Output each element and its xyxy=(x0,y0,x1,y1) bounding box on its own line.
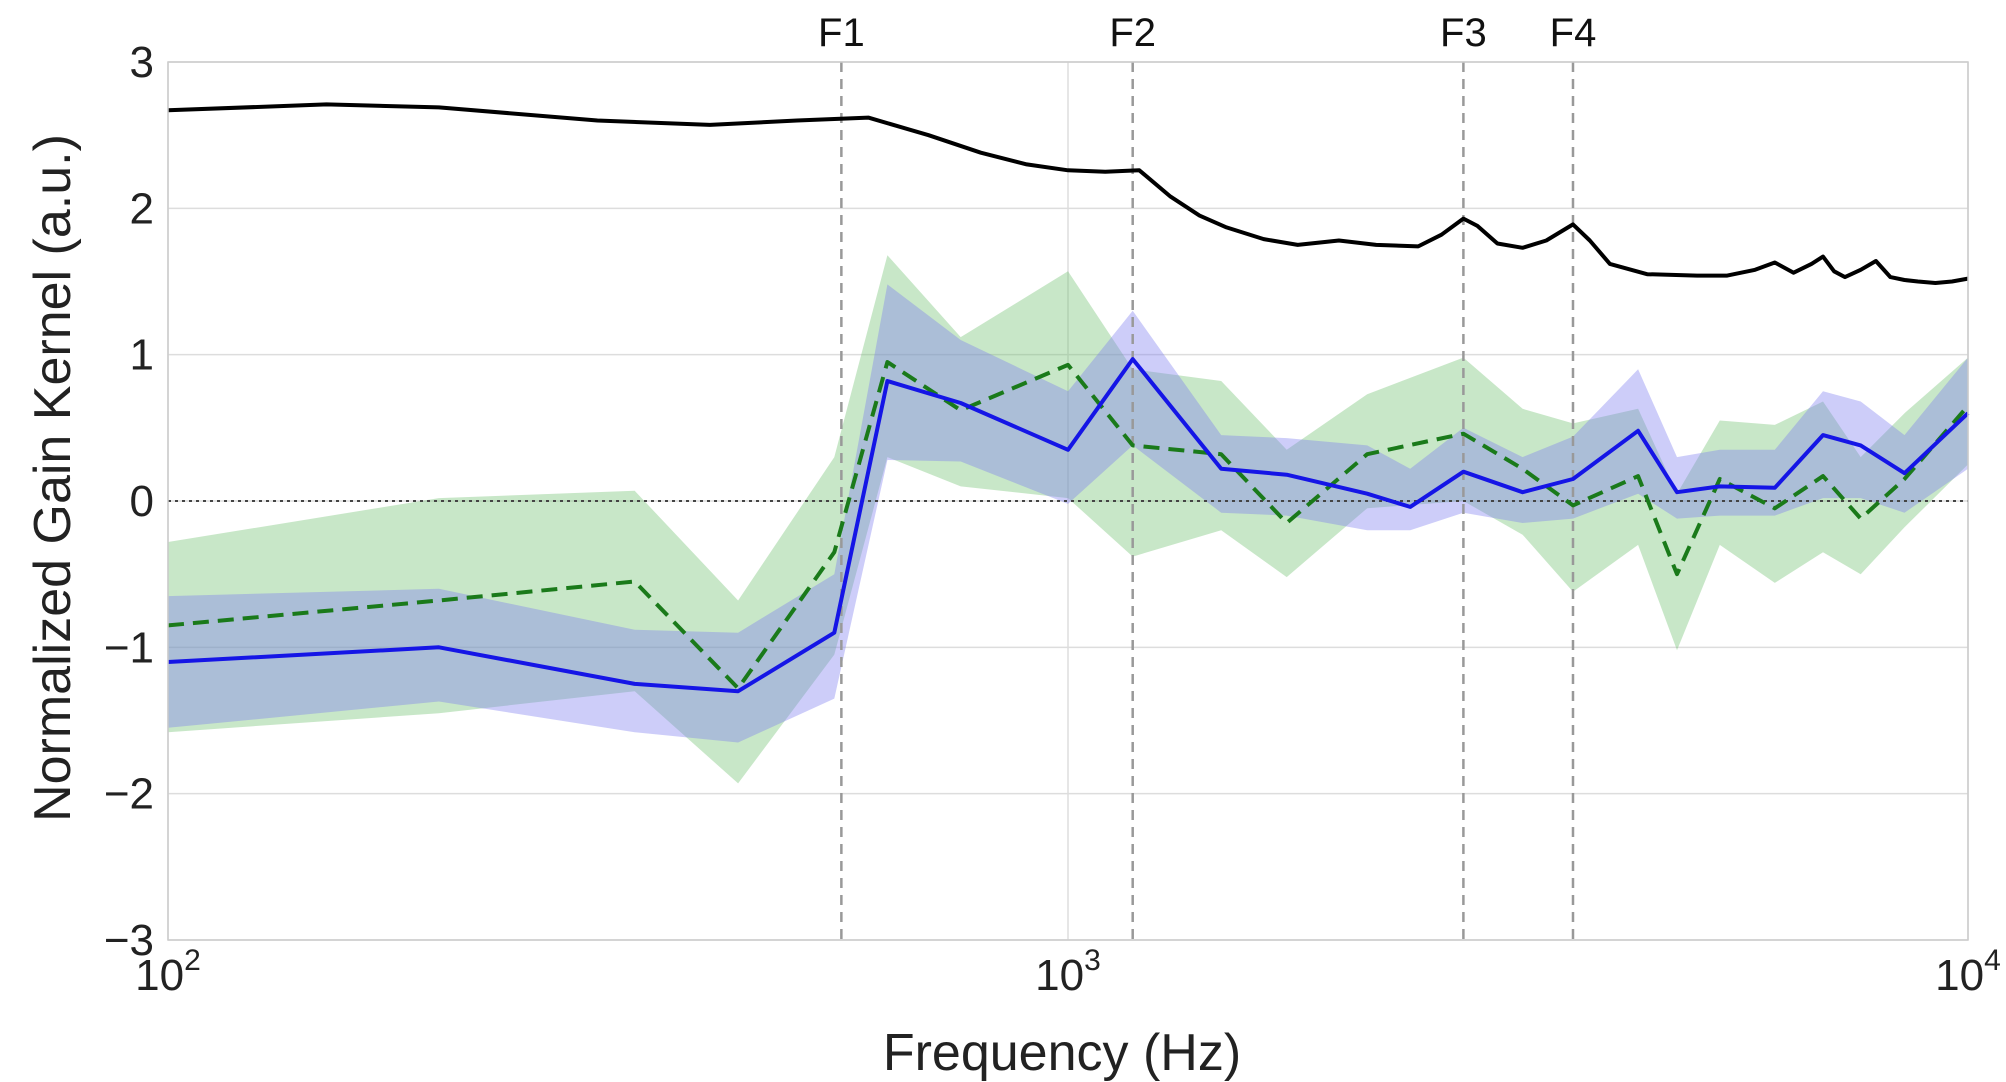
x-tick-label: 102 xyxy=(135,944,201,1000)
plot-frame xyxy=(167,61,1969,941)
error-band-3 xyxy=(168,284,1968,743)
formant-markers: F1 F2 F3 F4 xyxy=(818,11,1596,940)
error-band-2 xyxy=(168,255,1968,784)
formant-label-f4: F4 xyxy=(1550,11,1597,55)
error-bands xyxy=(168,255,1968,784)
formant-label-f2: F2 xyxy=(1109,11,1156,55)
x-tick-label: 104 xyxy=(1935,944,2001,1000)
y-tick-label: 3 xyxy=(130,38,154,87)
series-lines xyxy=(167,102,1970,694)
y-tick-label: 0 xyxy=(130,477,154,526)
x-axis-title: Frequency (Hz) xyxy=(883,1024,1241,1082)
y-tick-label: −1 xyxy=(104,623,154,672)
y-tick-label: −2 xyxy=(104,770,154,819)
series-line-2 xyxy=(167,360,1970,691)
formant-label-f1: F1 xyxy=(818,11,865,55)
series-line-1 xyxy=(167,102,1969,285)
series-line-3 xyxy=(167,357,1970,694)
formant-label-f3: F3 xyxy=(1440,11,1487,55)
y-tick-label: 1 xyxy=(130,331,154,380)
y-tick-label: 2 xyxy=(130,184,154,233)
x-tick-label: 103 xyxy=(1035,944,1101,1000)
y-axis-title: Normalized Gain Kernel (a.u.) xyxy=(24,134,82,822)
y-tick-label: −3 xyxy=(104,916,154,965)
tick-labels: −3 −2 −1 0 1 2 3 102 103 104 xyxy=(104,38,2001,1000)
